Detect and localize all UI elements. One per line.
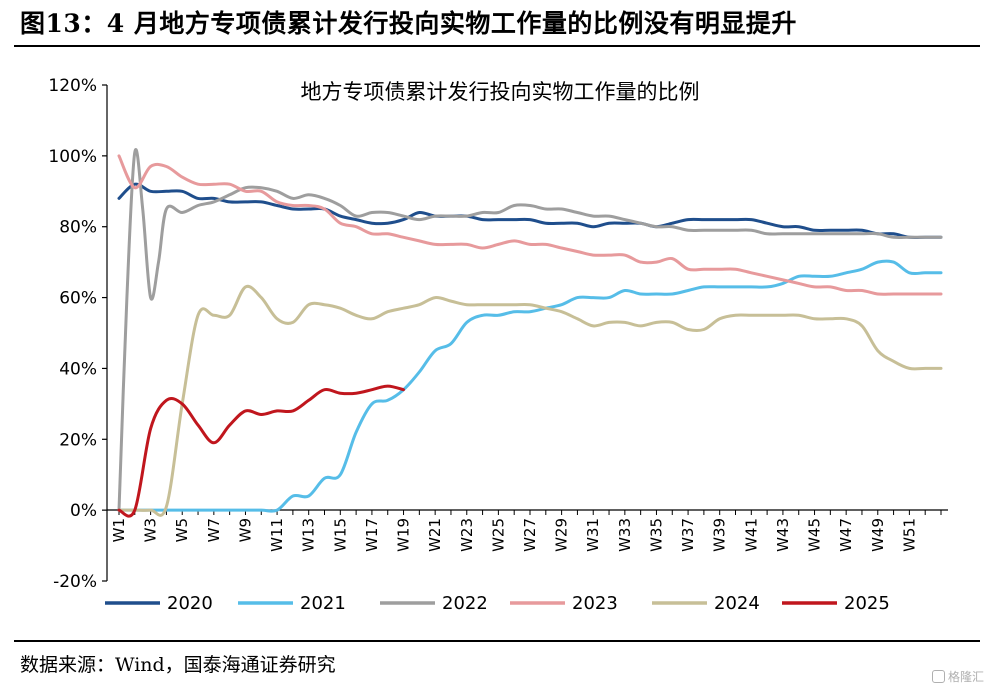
legend-label-2024: 2024	[714, 593, 760, 614]
y-tick-label: 80%	[59, 218, 97, 238]
x-tick-label: W51	[900, 518, 918, 552]
y-tick-label: 120%	[48, 76, 97, 96]
y-tick-label: 20%	[59, 430, 97, 450]
legend-label-2025: 2025	[844, 593, 890, 614]
series-line-2020	[117, 182, 943, 240]
x-tick-label: W13	[300, 518, 318, 552]
figure-title: 图13：4 月地方专项债累计发行投向实物工作量的比例没有明显提升	[20, 9, 797, 38]
y-tick-label: -20%	[53, 572, 97, 592]
x-tick-label: W45	[806, 518, 824, 552]
x-tick-label: W19	[395, 518, 413, 552]
watermark-text: 格隆汇	[947, 670, 984, 684]
y-axis: -20% 0% 20% 40% 60% 80% 100% 120%	[48, 76, 108, 592]
y-tick-label: 40%	[59, 359, 97, 379]
series-line-2023	[117, 154, 943, 296]
watermark-logo-icon	[931, 670, 945, 683]
x-tick-label: W11	[268, 518, 286, 552]
series-line-2024	[117, 284, 943, 517]
x-tick-label: W23	[458, 518, 476, 552]
bottom-rule	[14, 640, 980, 642]
line-chart: 地方专项债累计发行投向实物工作量的比例 -20% 0% 20% 40% 60% 80% 10…	[48, 76, 948, 614]
x-tick-label: W27	[521, 518, 539, 552]
x-tick-label: W47	[837, 518, 855, 552]
top-rule	[14, 45, 980, 47]
x-tick-label: W37	[679, 518, 697, 552]
x-tick-label: W49	[869, 518, 887, 552]
x-tick-label: W31	[584, 518, 602, 552]
x-tick-label: W1	[110, 518, 128, 542]
x-tick-label: W9	[236, 518, 254, 542]
x-tick-label: W39	[711, 518, 729, 552]
x-tick-label: W5	[173, 518, 191, 542]
series-line-2025	[117, 384, 405, 518]
x-tick-label: W3	[142, 518, 160, 542]
x-tick-label: W43	[774, 518, 792, 552]
legend-label-2020: 2020	[167, 593, 213, 614]
x-tick-label: W29	[553, 518, 571, 552]
y-tick-label: 100%	[48, 147, 97, 167]
x-tick-label: W33	[616, 518, 634, 552]
x-tick-label: W35	[647, 518, 665, 552]
legend: 2020 2021 2022 2023 2024 2025	[105, 593, 890, 614]
x-tick-label: W7	[205, 518, 223, 542]
x-tick-label: W21	[426, 518, 444, 552]
series-line-2022	[117, 148, 943, 512]
x-tick-label: W15	[331, 518, 349, 552]
y-tick-label: 0%	[70, 501, 97, 521]
x-tick-label: W41	[742, 518, 760, 552]
x-axis: W1 W3 W5 W7 W9 W11 W13 W15 W17 W19 W21 W23 W25 W27 W29…	[107, 509, 948, 552]
chart-title: 地方专项债累计发行投向实物工作量的比例	[301, 80, 700, 104]
x-tick-label: W25	[489, 518, 507, 552]
legend-label-2022: 2022	[442, 593, 488, 614]
series-layer	[117, 148, 943, 518]
series-line-2021	[117, 259, 943, 513]
source-note: 数据来源：Wind，国泰海通证券研究	[20, 654, 336, 676]
legend-label-2021: 2021	[300, 593, 346, 614]
watermark: 格隆汇	[931, 668, 984, 685]
y-tick-label: 60%	[59, 289, 97, 309]
x-tick-label: W17	[363, 518, 381, 552]
legend-label-2023: 2023	[572, 593, 618, 614]
